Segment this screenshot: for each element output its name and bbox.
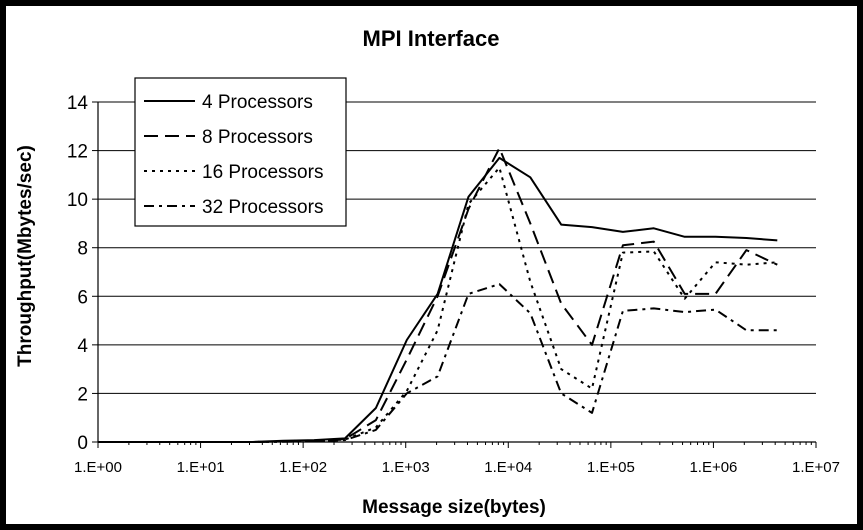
y-tick-label: 8 [77, 239, 88, 260]
x-axis-label: Message size(bytes) [362, 497, 546, 518]
series-line-4 [98, 283, 778, 443]
legend-label: 4 Processors [202, 92, 313, 113]
y-tick-label: 14 [67, 93, 89, 114]
x-tick-label: 1.E+03 [382, 459, 430, 476]
chart-title: MPI Interface [363, 26, 500, 51]
y-axis-label: Throughput(Mbytes/sec) [15, 145, 36, 367]
x-tick-label: 1.E+07 [792, 459, 840, 476]
series-line-3 [98, 166, 778, 443]
legend: 4 Processors 8 Processors 16 Processors 32 … [134, 77, 347, 227]
legend-box [134, 77, 347, 227]
x-tick-label: 1.E+01 [177, 459, 225, 476]
y-tick-label: 6 [77, 287, 88, 308]
legend-label: 8 Processors [202, 127, 313, 148]
y-tick-label: 10 [67, 190, 88, 211]
y-tick-label: 0 [77, 433, 88, 454]
x-tick-label: 1.E+02 [279, 459, 327, 476]
x-tick-label: 1.E+00 [74, 459, 122, 476]
chart-panel: MPI Interface 0 2 4 6 8 10 12 14 1.E+00 1.E+01 1.… [6, 6, 857, 524]
x-tick-label: 1.E+05 [587, 459, 635, 476]
y-tick-label: 2 [77, 384, 88, 405]
y-tick-label: 4 [77, 336, 88, 357]
series-lines [98, 147, 778, 443]
x-tick-label: 1.E+06 [689, 459, 737, 476]
y-tick-label: 12 [67, 142, 88, 163]
legend-label: 16 Processors [202, 162, 323, 183]
y-axis: 0 2 4 6 8 10 12 14 [67, 93, 98, 454]
x-tick-label: 1.E+04 [484, 459, 532, 476]
x-axis: 1.E+00 1.E+01 1.E+02 1.E+03 1.E+04 1.E+05 1.E+… [74, 442, 840, 476]
legend-label: 32 Processors [202, 197, 323, 218]
